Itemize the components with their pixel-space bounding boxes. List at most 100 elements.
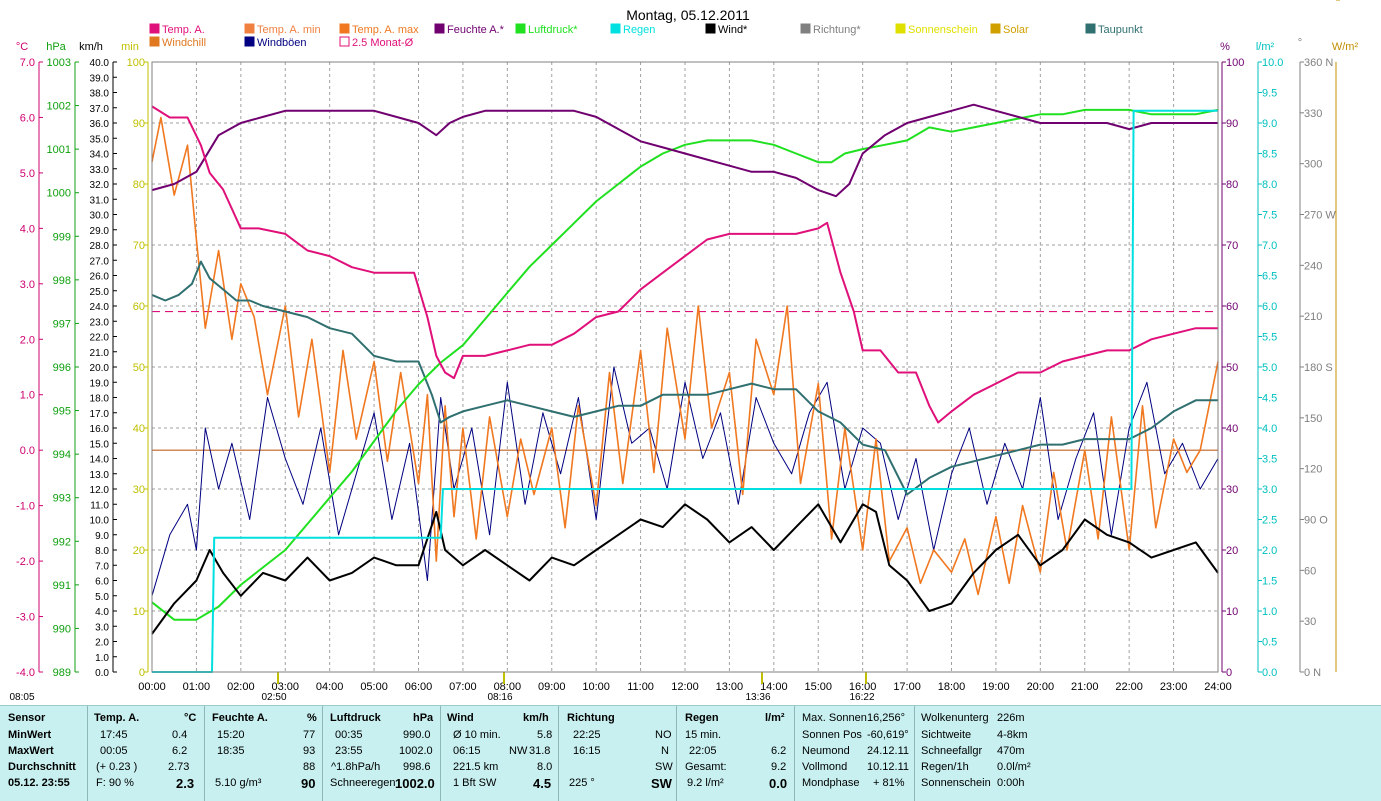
x-tick-label: 11:00 (627, 681, 654, 693)
temp-max: 6.2 (172, 745, 188, 757)
x-tick-label: 21:00 (1071, 681, 1099, 693)
x-tick-label: 16:00 (849, 681, 877, 693)
legend-swatch (610, 23, 621, 34)
y-tick-label: 300 (1304, 159, 1322, 171)
stats-pressure: Luftdruck hPa 00:35 990.0 23:55 1002.0 ^… (323, 706, 441, 801)
y-tick-label: 70 (133, 240, 145, 252)
misc-key-4: Sonnenschein (921, 777, 991, 789)
stats-rain: Regen l/m² 15 min. 22:05 6.2 Gesamt: 9.2… (677, 706, 795, 801)
y-tick-label: 3.0 (20, 279, 35, 291)
y-tick-label: 6.0 (20, 112, 35, 124)
y-tick-label: 2.0 (20, 334, 35, 346)
rain-row2-value: 6.2 (771, 745, 787, 757)
y-tick-label: 20 (133, 545, 145, 557)
wind-row1: Ø 10 min. (453, 729, 501, 741)
y-tick-label: 4.0 (1262, 423, 1277, 435)
y-tick-label: 10 (133, 606, 145, 618)
x-tick-label: 13:00 (716, 681, 744, 693)
legend-label: Taupunkt (1098, 24, 1143, 36)
rain-row3-value: 9.2 (771, 761, 787, 773)
series-line (151, 503, 1219, 635)
humidity-max-time: 18:35 (217, 745, 245, 757)
y-tick-label: 1.0 (1262, 606, 1277, 618)
humidity-unit: % (307, 712, 317, 724)
y-tick-label: 50 (1226, 362, 1238, 374)
y-tick-label: 7.0 (95, 561, 109, 572)
astro-key-1: Sonnen Pos (802, 729, 862, 741)
y-tick-label: 360 N (1304, 57, 1333, 69)
y-tick-label: 997 (53, 318, 71, 330)
y-tick-label: 0.5 (1262, 637, 1277, 649)
y-tick-label: 7.5 (1262, 210, 1277, 222)
y-tick-label: 994 (53, 449, 71, 461)
legend-swatch (800, 23, 811, 34)
y-tick-label: 1003 (47, 57, 71, 69)
x-tick-label: 00:00 (138, 681, 166, 693)
axis-unit-label: km/h (79, 41, 103, 53)
y-tick-label: 90 (1226, 118, 1238, 130)
y-tick-label: 3.0 (1262, 484, 1277, 496)
humidity-current: 90 (301, 776, 316, 791)
wind-row4-value: 4.5 (533, 776, 552, 791)
direction-row2: 16:15 (573, 745, 601, 757)
y-tick-label: 6.0 (1262, 301, 1277, 313)
y-tick-label: 21.0 (90, 348, 110, 359)
direction-row1: 22:25 (573, 729, 601, 741)
humidity-abs: 5.10 g/m³ (215, 777, 262, 789)
humidity-min-time: 15:20 (217, 729, 245, 741)
time-marker-label: 16:22 (849, 692, 874, 703)
legend-label: Solar (1003, 24, 1029, 36)
y-tick-label: 40 (133, 423, 145, 435)
misc-value-1: 4-8km (997, 729, 1028, 741)
y-tick-label: 150 (1304, 413, 1322, 425)
y-tick-label: 4.0 (20, 223, 35, 235)
y-tick-label: 50 (133, 362, 145, 374)
x-tick-label: 19:00 (982, 681, 1010, 693)
legend-swatch (1085, 23, 1096, 34)
y-tick-label: 90 (133, 118, 145, 130)
wind-row3-value: 8.0 (537, 761, 553, 773)
x-tick-label: 06:00 (405, 681, 433, 693)
y-tick-label: 989 (53, 667, 71, 679)
time-marker-label: 02:50 (261, 692, 286, 703)
y-tick-label: 60 (1304, 565, 1316, 577)
y-tick-label: 11.0 (90, 500, 109, 511)
y-tick-label: 1000 (47, 188, 71, 200)
stats-sensor: Sensor MinWert MaxWert Durchschnitt 05.1… (0, 706, 88, 801)
misc-key-1: Sichtweite (921, 729, 972, 741)
y-tick-label: 10.0 (1262, 57, 1283, 69)
y-tick-label: 27.0 (90, 256, 110, 267)
legend-swatch (149, 36, 160, 47)
legend-label: Wind* (718, 24, 748, 36)
axis-unit-label: l/m² (1256, 41, 1275, 53)
y-tick-label: 14.0 (90, 455, 110, 466)
y-tick-label: 26.0 (90, 272, 110, 283)
misc-key-2: Schneefallgr (921, 745, 983, 757)
x-tick-label: 05:00 (360, 681, 388, 693)
legend-swatch (515, 23, 526, 34)
pressure-current: 1002.0 (395, 776, 435, 791)
y-tick-label: 19.0 (90, 378, 110, 389)
x-tick-label: 17:00 (893, 681, 921, 693)
y-tick-label: 120 (1304, 464, 1322, 476)
legend-label: Richtung* (813, 24, 861, 36)
time-marker-label: 08:05 (9, 692, 34, 703)
y-tick-label: 30 (1226, 484, 1238, 496)
y-tick-label: 10.0 (90, 516, 110, 527)
series-line (152, 109, 1218, 673)
y-tick-label: 1.5 (1262, 576, 1277, 588)
y-tick-label: 39.0 (90, 73, 110, 84)
axis-unit-label: ° (1298, 37, 1302, 49)
y-tick-label: 0.0 (1262, 667, 1277, 679)
time-markers: 08:05 02:50 08:16 13:36 16:22 (9, 672, 875, 703)
y-tick-label: 7.0 (1262, 240, 1277, 252)
legend-label: 2.5 Monat-Ø (352, 37, 414, 49)
y-tick-label: 3.5 (1262, 454, 1277, 466)
stats-misc: Wolkenunterg 226m Sichtweite 4-8km Schne… (915, 706, 1035, 801)
y-tick-label: -2.0 (16, 556, 35, 568)
pressure-unit: hPa (413, 712, 434, 724)
y-tick-label: 991 (53, 580, 71, 592)
wind-row1-value: 5.8 (537, 729, 553, 741)
y-tick-label: -3.0 (16, 612, 35, 624)
x-tick-label: 15:00 (804, 681, 832, 693)
